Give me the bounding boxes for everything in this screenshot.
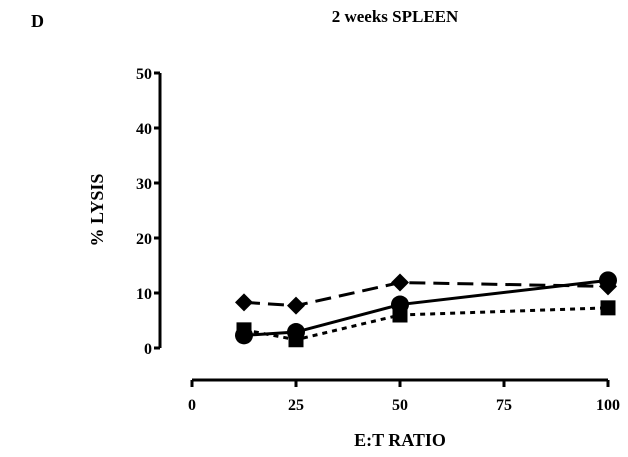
y-axis: 0 10 20 30 40 50: [136, 66, 162, 358]
data-point-diamond: [235, 293, 253, 312]
data-point-circle: [599, 271, 617, 290]
x-tick-label: 50: [392, 397, 408, 414]
x-tick-label: 75: [496, 397, 512, 414]
y-tick-label: 0: [144, 341, 152, 358]
data-point-square: [236, 322, 252, 338]
x-axis: 0 25 50 75 100: [188, 378, 620, 414]
data-point-diamond: [287, 296, 305, 315]
y-tick-label: 10: [136, 286, 152, 303]
y-tick-label: 30: [136, 176, 152, 193]
series-line-square: [243, 306, 609, 342]
series-line-circle: [243, 278, 609, 337]
y-tick-label: 20: [136, 231, 152, 248]
panel-letter: D: [31, 11, 44, 31]
x-tick-label: 100: [596, 397, 620, 414]
data-point-square: [600, 300, 616, 316]
series-square: [236, 300, 616, 348]
data-point-diamond: [391, 273, 409, 292]
x-tick-label: 0: [188, 397, 196, 414]
series-line-diamond: [243, 281, 609, 308]
y-tick-label: 40: [136, 121, 152, 138]
y-axis-label: % LYSIS: [87, 174, 107, 247]
x-tick-label: 25: [288, 397, 304, 414]
data-point-square: [392, 307, 408, 323]
chart-title: 2 weeks SPLEEN: [332, 7, 459, 26]
series-layer: [235, 271, 617, 348]
y-tick-label: 50: [136, 66, 152, 83]
data-point-square: [288, 332, 304, 348]
series-diamond: [235, 273, 617, 315]
x-axis-label: E:T RATIO: [354, 430, 446, 450]
